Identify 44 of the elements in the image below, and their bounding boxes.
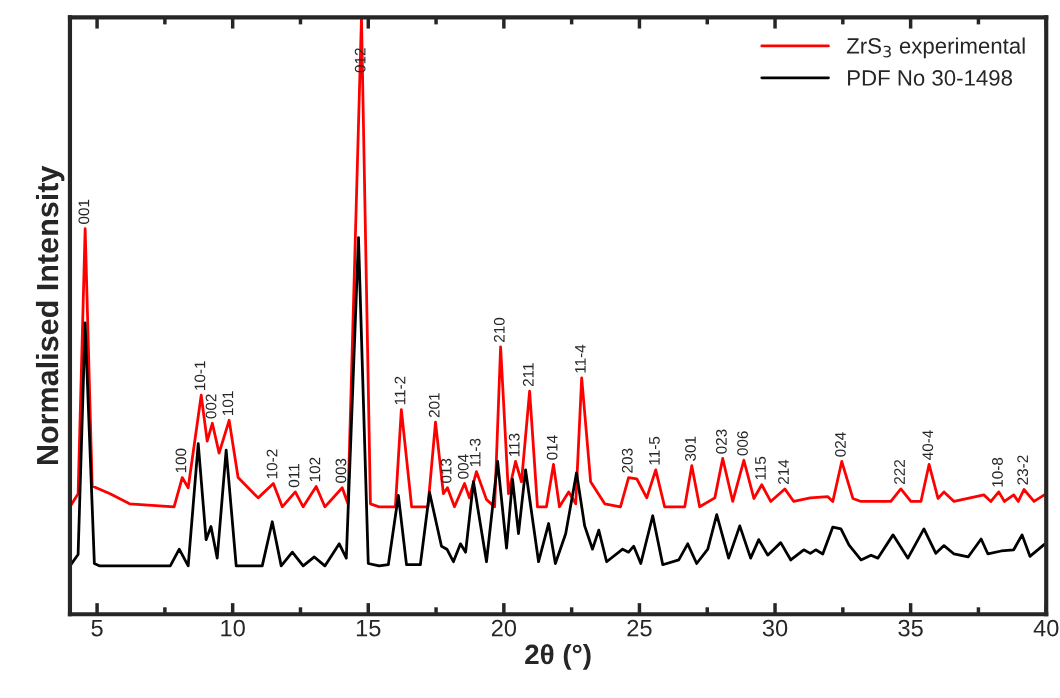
- annotation: 11-3: [469, 438, 481, 467]
- annotation: 201: [428, 393, 440, 418]
- annotation: 011: [288, 464, 300, 488]
- annotation: 211: [522, 363, 534, 387]
- annotation: 11-4: [575, 344, 586, 373]
- x-tick-label: 15: [356, 619, 381, 637]
- annotation: 10-8: [992, 457, 1003, 487]
- annotation: 203: [621, 448, 633, 473]
- annotation: 004: [457, 454, 469, 479]
- x-tick-label: 35: [898, 619, 923, 637]
- legend-label: PDF No 30-1498: [848, 70, 1013, 86]
- annotation: 023: [715, 429, 727, 454]
- x-tick-label: 30: [762, 619, 788, 637]
- x-tick-label: 25: [627, 619, 652, 637]
- annotation: 102: [309, 457, 321, 482]
- annotation: 100: [175, 448, 187, 473]
- annotation: 11-5: [649, 436, 660, 465]
- annotation: 101: [222, 391, 234, 415]
- annotation: 012: [354, 48, 366, 73]
- y-axis-title: Normalised Intensity: [35, 165, 65, 465]
- annotation: 10-2: [266, 449, 278, 479]
- x-axis-title: 2θ (°): [525, 643, 591, 670]
- annotation: 222: [894, 460, 905, 484]
- legend-label: ZrS$_{3}$ experimental: [846, 37, 1025, 59]
- annotation: 013: [440, 458, 452, 483]
- annotation: 014: [546, 435, 558, 460]
- x-tick-label: 5: [91, 619, 103, 637]
- annotation: 301: [685, 436, 696, 461]
- annotation: 214: [778, 459, 789, 484]
- annotation: 002: [205, 394, 217, 419]
- annotation: 003: [335, 458, 347, 483]
- annotation: 001: [78, 199, 90, 224]
- x-tick-label: 10: [221, 619, 245, 637]
- annotation: 11-2: [394, 376, 406, 405]
- annotation: 113: [508, 433, 520, 457]
- annotation: 40-4: [922, 430, 934, 460]
- annotation: 115: [755, 456, 766, 480]
- annotation: 024: [835, 432, 846, 457]
- annotation: 10-1: [194, 361, 206, 390]
- annotation: 210: [493, 317, 505, 342]
- x-tick-label: 40: [1033, 619, 1059, 637]
- annotation: 006: [737, 431, 748, 456]
- annotation: 23-2: [1017, 455, 1029, 485]
- x-tick-label: 20: [491, 619, 517, 637]
